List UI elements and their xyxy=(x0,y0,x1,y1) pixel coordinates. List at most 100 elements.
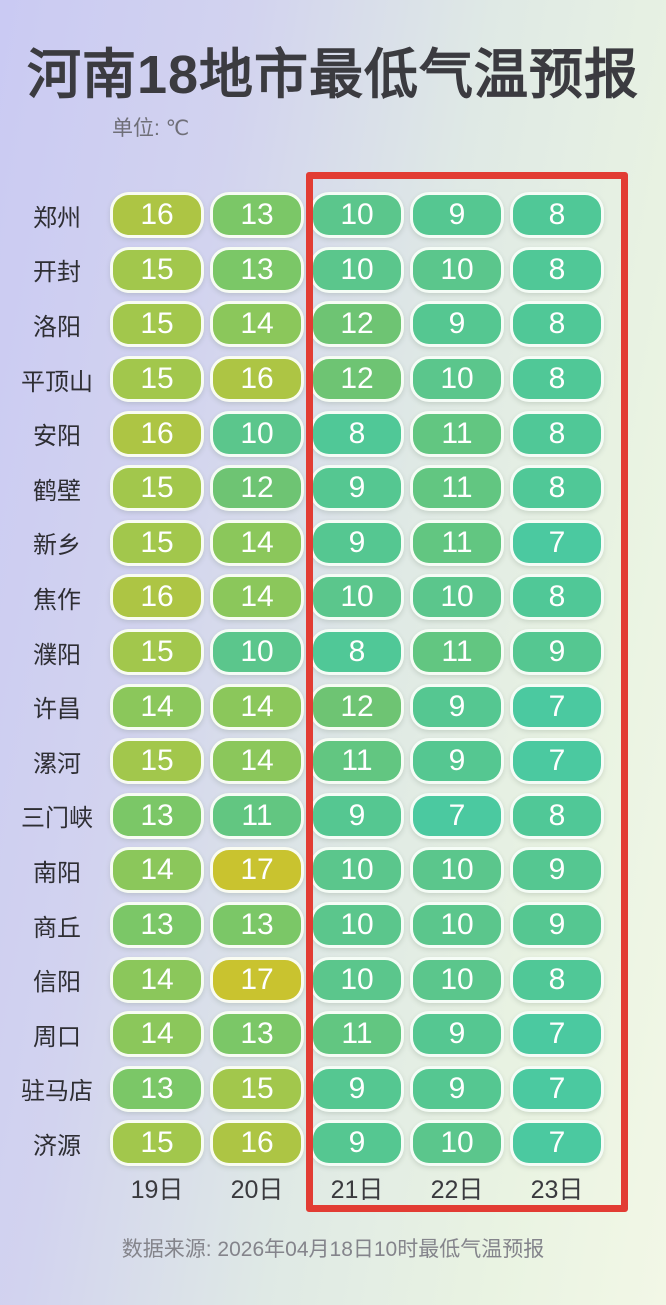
city-label: 漯河 xyxy=(33,750,81,778)
date-label: 22日 xyxy=(430,1176,484,1204)
temp-pill: 10 xyxy=(310,192,404,239)
city-label: 南阳 xyxy=(33,859,81,887)
city-label: 三门峡 xyxy=(21,805,93,833)
temp-pill: 10 xyxy=(410,956,504,1003)
temp-pill: 10 xyxy=(310,246,404,293)
table-row: 济源 15 16 9 10 7 xyxy=(7,1116,607,1171)
city-label: 鹤壁 xyxy=(33,477,81,505)
temp-pill: 9 xyxy=(510,902,604,949)
temp-pill: 8 xyxy=(510,956,604,1003)
city-label: 济源 xyxy=(33,1132,81,1160)
city-label: 焦作 xyxy=(33,586,81,614)
temp-pill: 16 xyxy=(110,574,204,621)
city-label: 驻马店 xyxy=(21,1078,93,1106)
temp-pill: 15 xyxy=(110,356,204,403)
temp-pill: 12 xyxy=(310,683,404,730)
temp-pill: 10 xyxy=(410,574,504,621)
temp-pill: 9 xyxy=(410,1011,504,1058)
temp-pill: 14 xyxy=(210,683,304,730)
temp-pill: 15 xyxy=(110,465,204,512)
temp-pill: 11 xyxy=(410,519,504,566)
temp-pill: 9 xyxy=(310,465,404,512)
temp-pill: 8 xyxy=(510,192,604,239)
date-label: 21日 xyxy=(330,1176,384,1204)
temp-pill: 16 xyxy=(110,192,204,239)
temp-pill: 10 xyxy=(410,902,504,949)
temp-pill: 10 xyxy=(410,847,504,894)
city-label: 安阳 xyxy=(33,423,81,451)
table-row: 南阳 14 17 10 10 9 xyxy=(7,843,607,898)
temp-pill: 11 xyxy=(210,792,304,839)
temp-pill: 17 xyxy=(210,847,304,894)
temp-pill: 8 xyxy=(510,574,604,621)
temp-pill: 17 xyxy=(210,956,304,1003)
temp-pill: 9 xyxy=(510,847,604,894)
date-label: 20日 xyxy=(230,1176,284,1204)
date-label: 19日 xyxy=(130,1176,184,1204)
temp-pill: 14 xyxy=(110,956,204,1003)
temp-pill: 10 xyxy=(410,356,504,403)
temp-pill: 11 xyxy=(410,629,504,676)
temp-pill: 15 xyxy=(110,246,204,293)
table-row: 信阳 14 17 10 10 8 xyxy=(7,952,607,1007)
table-row: 安阳 16 10 8 11 8 xyxy=(7,406,607,461)
temp-pill: 10 xyxy=(210,410,304,457)
temp-pill: 12 xyxy=(310,356,404,403)
temp-pill: 13 xyxy=(210,1011,304,1058)
temp-pill: 7 xyxy=(510,519,604,566)
temp-pill: 15 xyxy=(210,1065,304,1112)
temp-pill: 13 xyxy=(210,192,304,239)
table-row: 商丘 13 13 10 10 9 xyxy=(7,898,607,953)
unit-label: 单位: ℃ xyxy=(112,117,190,140)
date-row: 19日 20日 21日 22日 23日 xyxy=(7,1168,607,1208)
temp-pill: 14 xyxy=(210,738,304,785)
city-label: 周口 xyxy=(33,1023,81,1051)
table-row: 新乡 15 14 9 11 7 xyxy=(7,516,607,571)
temp-pill: 10 xyxy=(210,629,304,676)
data-source: 数据来源: 2026年04月18日10时最低气温预报 xyxy=(121,1238,545,1261)
temp-pill: 16 xyxy=(110,410,204,457)
table-row: 郑州 16 13 10 9 8 xyxy=(7,188,607,243)
temp-pill: 13 xyxy=(210,246,304,293)
date-label: 23日 xyxy=(530,1176,584,1204)
temp-pill: 16 xyxy=(210,356,304,403)
temp-pill: 11 xyxy=(310,1011,404,1058)
forecast-table: 郑州 16 13 10 9 8 开封 15 13 10 10 8 洛阳 15 14 12 9 8 平顶山 15 16 12… xyxy=(7,188,607,1171)
temp-pill: 15 xyxy=(110,519,204,566)
table-row: 漯河 15 14 11 9 7 xyxy=(7,734,607,789)
page-title: 河南18地市最低气温预报 xyxy=(26,45,640,105)
temp-pill: 7 xyxy=(510,1011,604,1058)
temp-pill: 10 xyxy=(310,956,404,1003)
temp-pill: 9 xyxy=(410,192,504,239)
temp-pill: 15 xyxy=(110,1120,204,1167)
temp-pill: 14 xyxy=(110,847,204,894)
temp-pill: 7 xyxy=(410,792,504,839)
table-row: 平顶山 15 16 12 10 8 xyxy=(7,352,607,407)
city-label: 商丘 xyxy=(33,914,81,942)
temp-pill: 11 xyxy=(410,465,504,512)
temp-pill: 9 xyxy=(410,301,504,348)
temp-pill: 14 xyxy=(210,519,304,566)
temp-pill: 8 xyxy=(510,410,604,457)
table-row: 许昌 14 14 12 9 7 xyxy=(7,679,607,734)
city-label: 许昌 xyxy=(33,696,81,724)
temp-pill: 10 xyxy=(410,246,504,293)
city-label: 新乡 xyxy=(33,532,81,560)
temp-pill: 9 xyxy=(310,519,404,566)
temp-pill: 13 xyxy=(110,1065,204,1112)
temp-pill: 14 xyxy=(110,1011,204,1058)
table-row: 驻马店 13 15 9 9 7 xyxy=(7,1062,607,1117)
temp-pill: 7 xyxy=(510,1120,604,1167)
city-label: 洛阳 xyxy=(33,313,81,341)
table-row: 焦作 16 14 10 10 8 xyxy=(7,570,607,625)
temp-pill: 11 xyxy=(310,738,404,785)
table-row: 三门峡 13 11 9 7 8 xyxy=(7,789,607,844)
temp-pill: 10 xyxy=(310,574,404,621)
table-row: 濮阳 15 10 8 11 9 xyxy=(7,625,607,680)
temp-pill: 9 xyxy=(310,1120,404,1167)
temp-pill: 10 xyxy=(310,847,404,894)
temp-pill: 12 xyxy=(210,465,304,512)
temp-pill: 8 xyxy=(510,465,604,512)
temp-pill: 8 xyxy=(310,410,404,457)
